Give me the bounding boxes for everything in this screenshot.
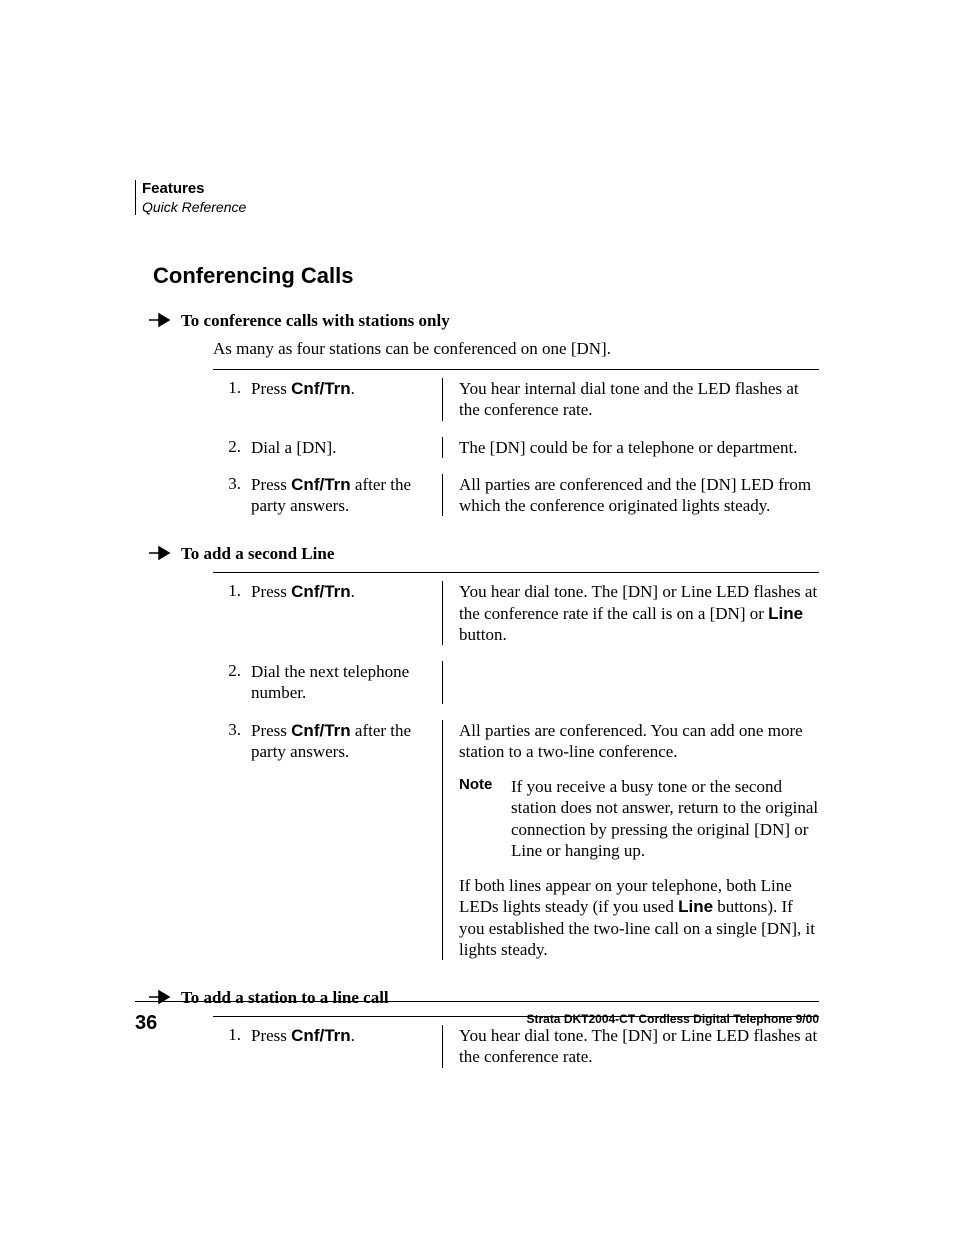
step-number: 1. [213,378,251,421]
step-row: 1. Press Cnf/Trn. You hear internal dial… [213,370,819,429]
page-footer: 36 Strata DKT2004-CT Cordless Digital Te… [135,1001,819,1035]
step-action-cell: 1. Press Cnf/Trn. [213,378,443,421]
note-row: Note If you receive a busy tone or the s… [459,776,819,861]
procedure-heading-row: To conference calls with stations only [149,311,819,331]
step-action-cell: 2. Dial a [DN]. [213,437,443,458]
arrow-icon [149,546,171,560]
header-section: Features [142,180,819,197]
note-followup: If both lines appear on your telephone, … [459,875,819,960]
step-number: 2. [213,661,251,704]
procedure-title: To add a second Line [181,544,334,564]
page-header: Features Quick Reference [135,180,819,215]
procedure-title: To conference calls with stations only [181,311,450,331]
arrow-icon [149,313,171,327]
step-action-cell: 3. Press Cnf/Trn after the party answers… [213,720,443,961]
step-result: All parties are conferenced. You can add… [443,720,819,961]
step-action: Dial the next telephone number. [251,661,430,704]
step-row: 3. Press Cnf/Trn after the party answers… [213,712,819,969]
note-body: If you receive a busy tone or the second… [511,776,819,861]
step-action: Press Cnf/Trn after the party answers. [251,474,430,517]
step-result: The [DN] could be for a telephone or dep… [443,437,819,458]
step-number: 1. [213,581,251,645]
step-action-cell: 2. Dial the next telephone number. [213,661,443,704]
step-result: You hear internal dial tone and the LED … [443,378,819,421]
note-label: Note [459,776,511,861]
step-action: Press Cnf/Trn after the party answers. [251,720,430,961]
page-number: 36 [135,1012,157,1035]
header-subsection: Quick Reference [142,199,819,215]
procedure-heading-row: To add a second Line [149,544,819,564]
step-action-cell: 1. Press Cnf/Trn. [213,581,443,645]
step-row: 1. Press Cnf/Trn. You hear dial tone. Th… [213,573,819,653]
step-row: 3. Press Cnf/Trn after the party answers… [213,466,819,525]
step-number: 3. [213,720,251,961]
step-result [443,661,819,704]
step-result: All parties are conferenced and the [DN]… [443,474,819,517]
step-row: 2. Dial a [DN]. The [DN] could be for a … [213,429,819,466]
step-action-cell: 3. Press Cnf/Trn after the party answers… [213,474,443,517]
procedure-intro: As many as four stations can be conferen… [213,339,819,359]
document-page: Features Quick Reference Conferencing Ca… [0,0,954,1235]
step-action: Press Cnf/Trn. [251,378,355,421]
footer-text: Strata DKT2004-CT Cordless Digital Telep… [526,1012,819,1026]
step-number: 2. [213,437,251,458]
section-title: Conferencing Calls [153,263,819,289]
steps-table: 1. Press Cnf/Trn. You hear dial tone. Th… [213,572,819,968]
step-result: You hear dial tone. The [DN] or Line LED… [443,581,819,645]
step-number: 3. [213,474,251,517]
step-action: Dial a [DN]. [251,437,336,458]
step-row: 2. Dial the next telephone number. [213,653,819,712]
steps-table: 1. Press Cnf/Trn. You hear internal dial… [213,369,819,524]
step-action: Press Cnf/Trn. [251,581,355,645]
